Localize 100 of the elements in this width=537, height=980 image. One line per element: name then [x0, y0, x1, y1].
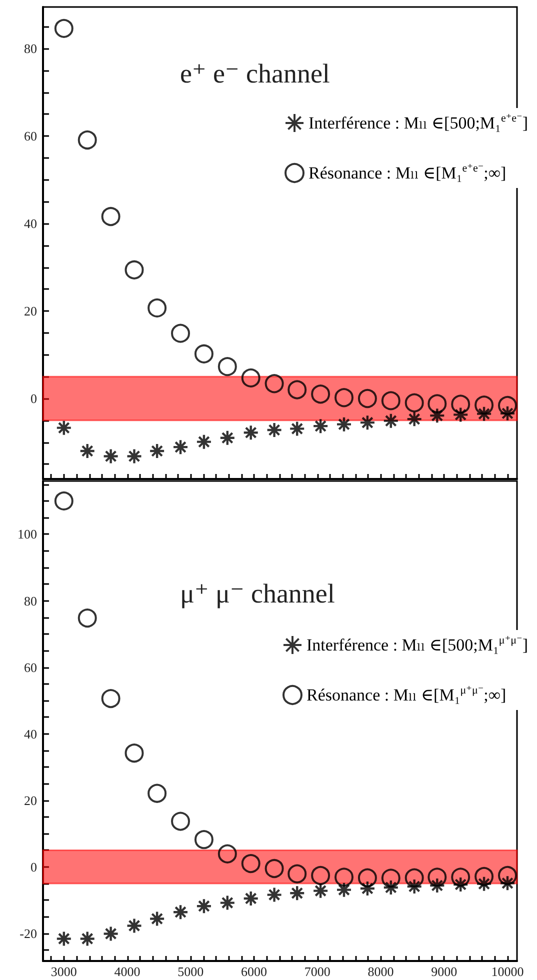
point: [101, 207, 120, 226]
point: [451, 868, 470, 887]
point: [242, 424, 259, 441]
point: [499, 875, 516, 892]
point: [56, 930, 72, 947]
point: [382, 412, 399, 429]
x-tick-label: 7000: [304, 964, 330, 979]
x-tick-label: 4000: [114, 964, 140, 979]
point: [241, 854, 260, 874]
x-tick-label: 8000: [368, 964, 394, 979]
point: [242, 890, 259, 907]
point: [474, 396, 494, 415]
point: [124, 260, 144, 280]
point: [381, 868, 400, 888]
point: [54, 491, 74, 510]
point: [54, 18, 74, 38]
x-tick-label: 10000: [491, 964, 524, 979]
point: [171, 812, 190, 831]
point: [452, 876, 469, 893]
y-tick-label: 0: [30, 859, 37, 874]
point: [476, 406, 492, 422]
point: [381, 391, 400, 410]
point: [218, 357, 237, 376]
point: [172, 438, 189, 456]
x-tick-label: 9000: [431, 964, 458, 979]
point: [499, 405, 516, 422]
point: [428, 868, 447, 887]
point: [359, 880, 376, 897]
point: [359, 414, 376, 431]
point: [101, 689, 120, 708]
y-tick-label: 20: [24, 792, 37, 808]
point: [219, 894, 236, 911]
point: [452, 406, 469, 423]
point: [79, 930, 96, 947]
point: [148, 442, 166, 460]
point: [78, 608, 97, 628]
point: [56, 420, 72, 436]
point: [218, 844, 237, 864]
point: [266, 422, 282, 438]
point: [124, 744, 144, 763]
point: [102, 448, 119, 464]
point: [241, 368, 260, 388]
point: [148, 910, 166, 927]
point: [148, 784, 167, 803]
point: [311, 384, 330, 404]
point: [476, 876, 492, 892]
point: [288, 864, 307, 884]
point: [429, 407, 446, 424]
point: [194, 830, 214, 850]
point: [404, 868, 424, 888]
y-tick-label: 60: [24, 660, 37, 675]
point: [429, 877, 446, 894]
point: [451, 394, 470, 414]
point: [79, 442, 96, 460]
point: [126, 448, 142, 464]
point: [498, 866, 517, 886]
text: μ⁺ μ⁻ channel: [180, 578, 335, 608]
x-tick-label: 3000: [50, 964, 77, 979]
point: [148, 298, 167, 318]
point: [266, 886, 282, 903]
point: [289, 420, 306, 437]
point: [102, 926, 119, 942]
point: [196, 898, 212, 914]
x-tick-label: 5000: [178, 964, 204, 979]
y-tick-label: 20: [24, 304, 37, 319]
point: [406, 410, 422, 428]
point: [312, 882, 329, 899]
point: [264, 374, 284, 394]
y-tick-label: 0: [30, 391, 37, 406]
text: e⁺ e⁻ channel: [180, 58, 330, 88]
point: [171, 324, 190, 343]
point: [264, 859, 284, 878]
y-tick-label: 80: [24, 593, 37, 608]
point: [358, 389, 377, 408]
point: [336, 882, 352, 898]
y-tick-label: -20: [20, 926, 37, 941]
y-tick-label: 60: [24, 128, 37, 144]
point: [406, 878, 422, 895]
x-tick-label: 6000: [241, 964, 268, 979]
point: [382, 879, 399, 896]
point: [289, 885, 306, 902]
point: [336, 416, 352, 432]
point: [219, 430, 236, 446]
point: [334, 388, 354, 408]
point: [474, 867, 494, 886]
y-tick-label: 40: [24, 726, 37, 742]
y-tick-label: 80: [24, 41, 37, 56]
point: [334, 868, 354, 887]
point: [312, 418, 329, 434]
point: [358, 868, 377, 888]
point: [78, 130, 97, 150]
point: [196, 434, 212, 450]
point: [194, 344, 214, 364]
point: [172, 904, 189, 920]
point: [428, 394, 447, 414]
y-tick-label: 100: [18, 526, 37, 542]
y-tick-label: 40: [24, 216, 37, 232]
point: [288, 380, 307, 400]
point: [498, 396, 517, 416]
point: [311, 866, 330, 886]
